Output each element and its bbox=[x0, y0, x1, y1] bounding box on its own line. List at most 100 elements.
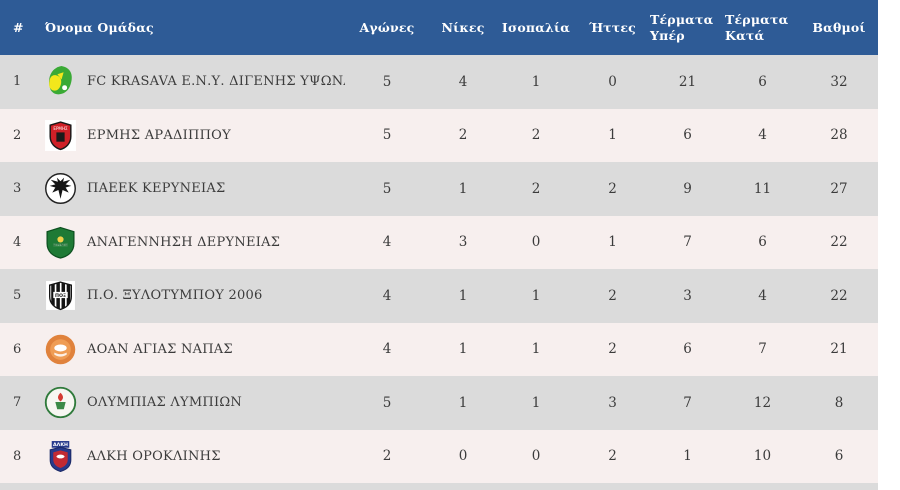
ga-cell: 6 bbox=[758, 73, 767, 90]
games-cell: 4 bbox=[382, 341, 392, 358]
losses-cell: 1 bbox=[608, 127, 617, 144]
team-name[interactable]: ΠΑΕΕΚ ΚΕΡΥΝΕΙΑΣ bbox=[87, 181, 226, 197]
draws-cell: 1 bbox=[531, 394, 541, 411]
ermis-club-logo: ΕΡΜΗΣ bbox=[34, 119, 86, 152]
wins-cell: 1 bbox=[458, 287, 468, 304]
team-name[interactable]: ΑΛΚΗ ΟΡΟΚΛΙΝΗΣ bbox=[87, 448, 221, 464]
table-row[interactable]: 3 ΠΑΕΕΚ ΚΕΡΥΝΕΙΑΣ 5 1 2 2 9 11 27 bbox=[0, 162, 878, 216]
aoan-club-logo bbox=[34, 333, 86, 366]
games-cell: 5 bbox=[382, 73, 392, 90]
draws-cell: 1 bbox=[531, 341, 541, 358]
rank-cell: 4 bbox=[13, 234, 22, 250]
gf-cell: 7 bbox=[683, 394, 692, 411]
team-name[interactable]: ΑΝΑΓΕΝΝΗΣΗ ΔΕΡΥΝΕΙΑΣ bbox=[87, 234, 281, 250]
header-losses: Ήττες bbox=[588, 19, 636, 35]
header-team-name: Όνομα Ομάδας bbox=[45, 19, 154, 35]
wins-cell: 1 bbox=[458, 180, 468, 197]
xylotympou-club-logo: ΠΟΞ bbox=[34, 279, 86, 312]
rank-cell: 6 bbox=[13, 341, 22, 357]
header-draws: Ισοπαλία bbox=[501, 19, 571, 35]
header-points: Βαθμοί bbox=[812, 19, 866, 35]
table-row[interactable]: 4 ΔΕΡΥΝΕΙΑ ΑΝΑΓΕΝΝΗΣΗ ΔΕΡΥΝΕΙΑΣ 4 3 0 1 … bbox=[0, 215, 878, 269]
rank-cell: 5 bbox=[13, 288, 22, 304]
table-row[interactable]: 5 ΠΟΞ Π.Ο. ΞΥΛΟΤΥΜΠΟΥ 2006 4 1 1 2 3 4 2… bbox=[0, 269, 878, 323]
rank-cell: 7 bbox=[13, 395, 22, 411]
losses-cell: 2 bbox=[608, 287, 617, 304]
rank-cell: 1 bbox=[13, 74, 22, 90]
team-name[interactable]: ΑΟΑΝ ΑΓΙΑΣ ΝΑΠΑΣ bbox=[87, 341, 233, 357]
alki-club-logo: ΑΛΚΗ bbox=[34, 440, 86, 473]
svg-text:ΑΛΚΗ: ΑΛΚΗ bbox=[53, 442, 68, 448]
ga-cell: 7 bbox=[758, 341, 767, 358]
gf-cell: 1 bbox=[683, 448, 692, 465]
losses-cell: 0 bbox=[608, 73, 617, 90]
points-cell: 21 bbox=[830, 341, 848, 358]
points-cell: 32 bbox=[830, 73, 848, 90]
krasava-club-logo bbox=[34, 65, 86, 98]
draws-cell: 2 bbox=[531, 127, 541, 144]
table-header-row: # Όνομα Ομάδας Αγώνες Νίκες Ισοπαλία Ήττ… bbox=[0, 0, 878, 55]
gf-cell: 6 bbox=[683, 341, 692, 358]
team-name[interactable]: Π.Ο. ΞΥΛΟΤΥΜΠΟΥ 2006 bbox=[87, 288, 263, 304]
losses-cell: 1 bbox=[608, 234, 617, 251]
points-cell: 28 bbox=[830, 127, 848, 144]
gf-cell: 9 bbox=[683, 180, 692, 197]
team-name[interactable]: ΕΡΜΗΣ ΑΡΑΔΙΠΠΟΥ bbox=[87, 127, 231, 143]
wins-cell: 4 bbox=[458, 73, 468, 90]
wins-cell: 0 bbox=[458, 448, 468, 465]
points-cell: 6 bbox=[834, 448, 844, 465]
svg-text:ΕΡΜΗΣ: ΕΡΜΗΣ bbox=[53, 126, 68, 131]
olympias-club-logo bbox=[34, 386, 86, 419]
table-row[interactable]: 8 ΑΛΚΗ ΑΛΚΗ ΟΡΟΚΛΙΝΗΣ 2 0 0 2 1 10 6 bbox=[0, 429, 878, 483]
losses-cell: 2 bbox=[608, 341, 617, 358]
header-goals-against: Τέρματα Κατά bbox=[725, 11, 789, 43]
table-row[interactable]: 6 ΑΟΑΝ ΑΓΙΑΣ ΝΑΠΑΣ 4 1 1 2 6 7 21 bbox=[0, 322, 878, 376]
svg-text:ΠΟΞ: ΠΟΞ bbox=[55, 293, 66, 299]
losses-cell: 3 bbox=[608, 394, 617, 411]
games-cell: 4 bbox=[382, 234, 392, 251]
ga-cell: 6 bbox=[758, 234, 767, 251]
header-games: Αγώνες bbox=[359, 19, 415, 35]
table-row[interactable]: 7 ΟΛΥΜΠΙΑΣ ΛΥΜΠΙΩΝ 5 1 1 3 7 12 8 bbox=[0, 376, 878, 430]
team-name[interactable]: ΟΛΥΜΠΙΑΣ ΛΥΜΠΙΩΝ bbox=[87, 395, 243, 411]
table-row[interactable]: 1 FC KRASAVA Ε.Ν.Υ. ΔΙΓΕΝΗΣ ΥΨΩΝΑ 5 4 1 … bbox=[0, 55, 878, 109]
team-name[interactable]: FC KRASAVA Ε.Ν.Υ. ΔΙΓΕΝΗΣ ΥΨΩΝΑ bbox=[87, 74, 345, 90]
ga-cell: 11 bbox=[753, 180, 772, 197]
games-cell: 2 bbox=[382, 448, 392, 465]
league-standings-table: # Όνομα Ομάδας Αγώνες Νίκες Ισοπαλία Ήττ… bbox=[0, 0, 878, 490]
rank-cell: 3 bbox=[13, 181, 22, 197]
points-cell: 22 bbox=[830, 287, 848, 304]
rank-cell: 8 bbox=[13, 448, 22, 464]
ga-cell: 4 bbox=[758, 127, 767, 144]
svg-text:ΔΕΡΥΝΕΙΑ: ΔΕΡΥΝΕΙΑ bbox=[52, 243, 68, 247]
anagennisi-club-logo: ΔΕΡΥΝΕΙΑ bbox=[34, 226, 86, 259]
wins-cell: 3 bbox=[458, 234, 468, 251]
losses-cell: 2 bbox=[608, 448, 617, 465]
header-goals-for: Τέρματα Υπέρ bbox=[650, 11, 714, 43]
header-rank: # bbox=[13, 19, 24, 35]
gf-cell: 21 bbox=[678, 73, 697, 90]
draws-cell: 1 bbox=[531, 287, 541, 304]
games-cell: 5 bbox=[382, 394, 392, 411]
draws-cell: 0 bbox=[531, 234, 541, 251]
games-cell: 4 bbox=[382, 287, 392, 304]
paeek-club-logo bbox=[34, 172, 86, 205]
ga-cell: 12 bbox=[753, 394, 772, 411]
header-wins: Νίκες bbox=[441, 19, 485, 35]
gf-cell: 3 bbox=[683, 287, 692, 304]
wins-cell: 1 bbox=[458, 394, 468, 411]
gf-cell: 7 bbox=[683, 234, 692, 251]
points-cell: 22 bbox=[830, 234, 848, 251]
wins-cell: 1 bbox=[458, 341, 468, 358]
draws-cell: 0 bbox=[531, 448, 541, 465]
table-row[interactable]: 2 ΕΡΜΗΣ ΕΡΜΗΣ ΑΡΑΔΙΠΠΟΥ 5 2 2 1 6 4 28 bbox=[0, 108, 878, 162]
losses-cell: 2 bbox=[608, 180, 617, 197]
draws-cell: 1 bbox=[531, 73, 541, 90]
points-cell: 27 bbox=[830, 180, 848, 197]
games-cell: 5 bbox=[382, 127, 392, 144]
ga-cell: 10 bbox=[753, 448, 772, 465]
wins-cell: 2 bbox=[458, 127, 468, 144]
table-body: 1 FC KRASAVA Ε.Ν.Υ. ΔΙΓΕΝΗΣ ΥΨΩΝΑ 5 4 1 … bbox=[0, 55, 878, 483]
draws-cell: 2 bbox=[531, 180, 541, 197]
next-row-edge bbox=[0, 483, 878, 490]
